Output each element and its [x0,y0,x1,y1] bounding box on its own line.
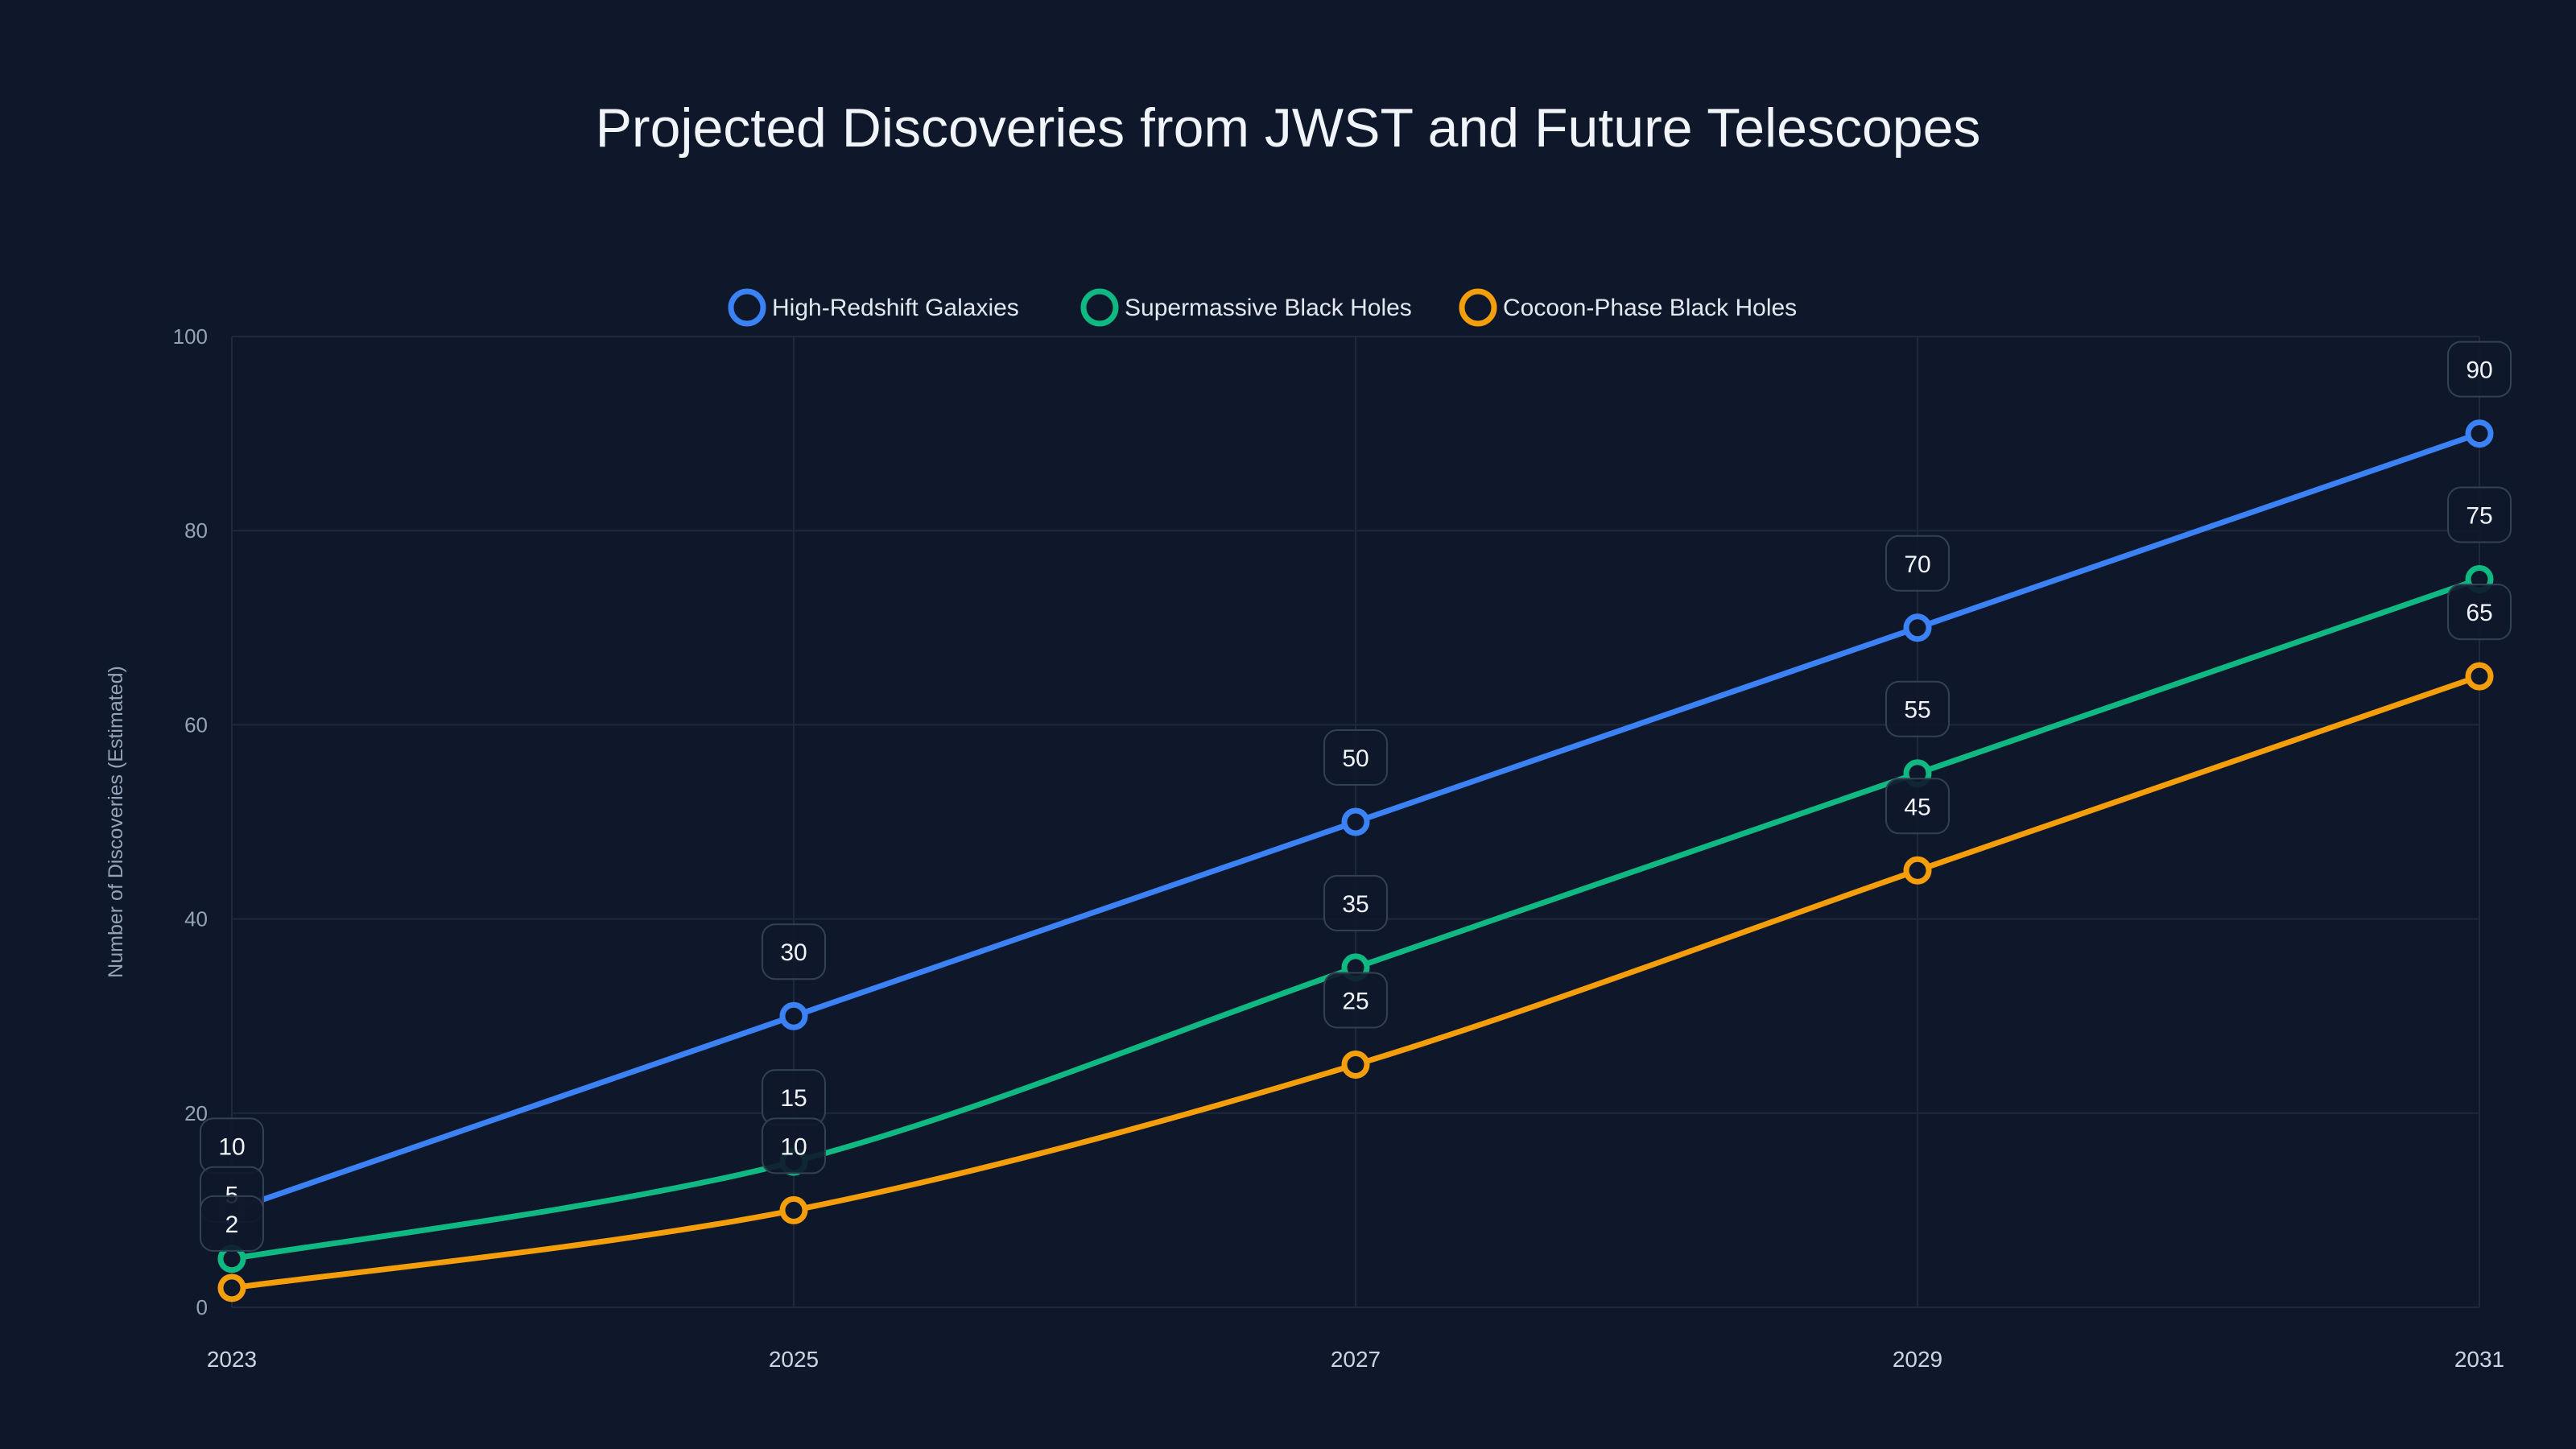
data-label: 2 [200,1195,264,1252]
x-tick-label: 2023 [207,1347,257,1372]
data-label-text: 2 [225,1212,239,1238]
data-point [2465,419,2494,448]
data-label-box [1323,972,1388,1029]
data-label-text: 50 [1342,745,1368,772]
data-label: 90 [2447,341,2512,398]
legend-marker-icon [1459,288,1497,327]
data-label-box [1885,535,1950,592]
y-axis-label: Number of Discoveries (Estimated) [105,666,127,978]
y-tick-label: 40 [184,907,208,931]
data-point [779,1001,808,1030]
y-tick-label: 100 [173,324,208,349]
legend-marker-icon [728,288,766,327]
data-label-text: 45 [1904,794,1930,820]
data-label: 25 [1323,972,1388,1029]
legend-marker-icon [1080,288,1119,327]
y-tick-label: 0 [196,1295,208,1319]
x-tick-label: 2027 [1331,1347,1381,1372]
legend-label: High-Redshift Galaxies [772,295,1019,321]
data-point [217,1274,246,1302]
data-label: 30 [762,923,826,980]
data-label: 10 [200,1117,264,1174]
chart-title: Projected Discoveries from JWST and Futu… [596,97,1981,159]
data-label-text: 15 [780,1085,807,1112]
data-label-text: 30 [780,939,807,966]
data-label-text: 35 [1342,891,1368,918]
y-tick-label: 80 [184,518,208,543]
data-label: 65 [2447,584,2512,641]
data-label-box [762,923,826,980]
data-label-box [2447,341,2512,398]
y-tick-label: 60 [184,712,208,737]
x-tick-label: 2029 [1893,1347,1942,1372]
data-label-box [200,1195,264,1252]
legend-label: Cocoon-Phase Black Holes [1503,295,1797,321]
data-label: 15 [762,1069,826,1126]
data-label-box [2447,486,2512,543]
data-label-text: 65 [2466,600,2492,626]
data-point [1903,613,1932,642]
data-label-text: 25 [1342,989,1368,1015]
data-label-text: 10 [218,1133,245,1160]
data-label-box [1323,874,1388,931]
data-label: 75 [2447,486,2512,543]
data-point [1903,856,1932,885]
data-label: 10 [762,1117,826,1174]
data-label-text: 70 [1904,551,1930,578]
data-point [1341,807,1370,836]
x-tick-label: 2031 [2454,1347,2504,1372]
data-label-box [1885,680,1950,737]
x-tick-label: 2025 [769,1347,819,1372]
y-tick-label: 20 [184,1101,208,1125]
legend-label: Supermassive Black Holes [1125,295,1412,321]
data-label: 50 [1323,729,1388,786]
data-label: 70 [1885,535,1950,592]
data-label: 35 [1323,874,1388,931]
data-point [2465,662,2494,691]
data-label: 55 [1885,680,1950,737]
data-label-text: 75 [2466,503,2492,530]
data-label-box [1885,778,1950,835]
data-point [779,1195,808,1224]
data-label-text: 90 [2466,357,2492,384]
data-label-box [762,1117,826,1174]
data-label-box [2447,584,2512,641]
data-label-text: 10 [780,1133,807,1160]
data-label-box [1323,729,1388,786]
data-point [1341,1051,1370,1079]
data-label: 45 [1885,778,1950,835]
data-label-text: 55 [1904,697,1930,724]
